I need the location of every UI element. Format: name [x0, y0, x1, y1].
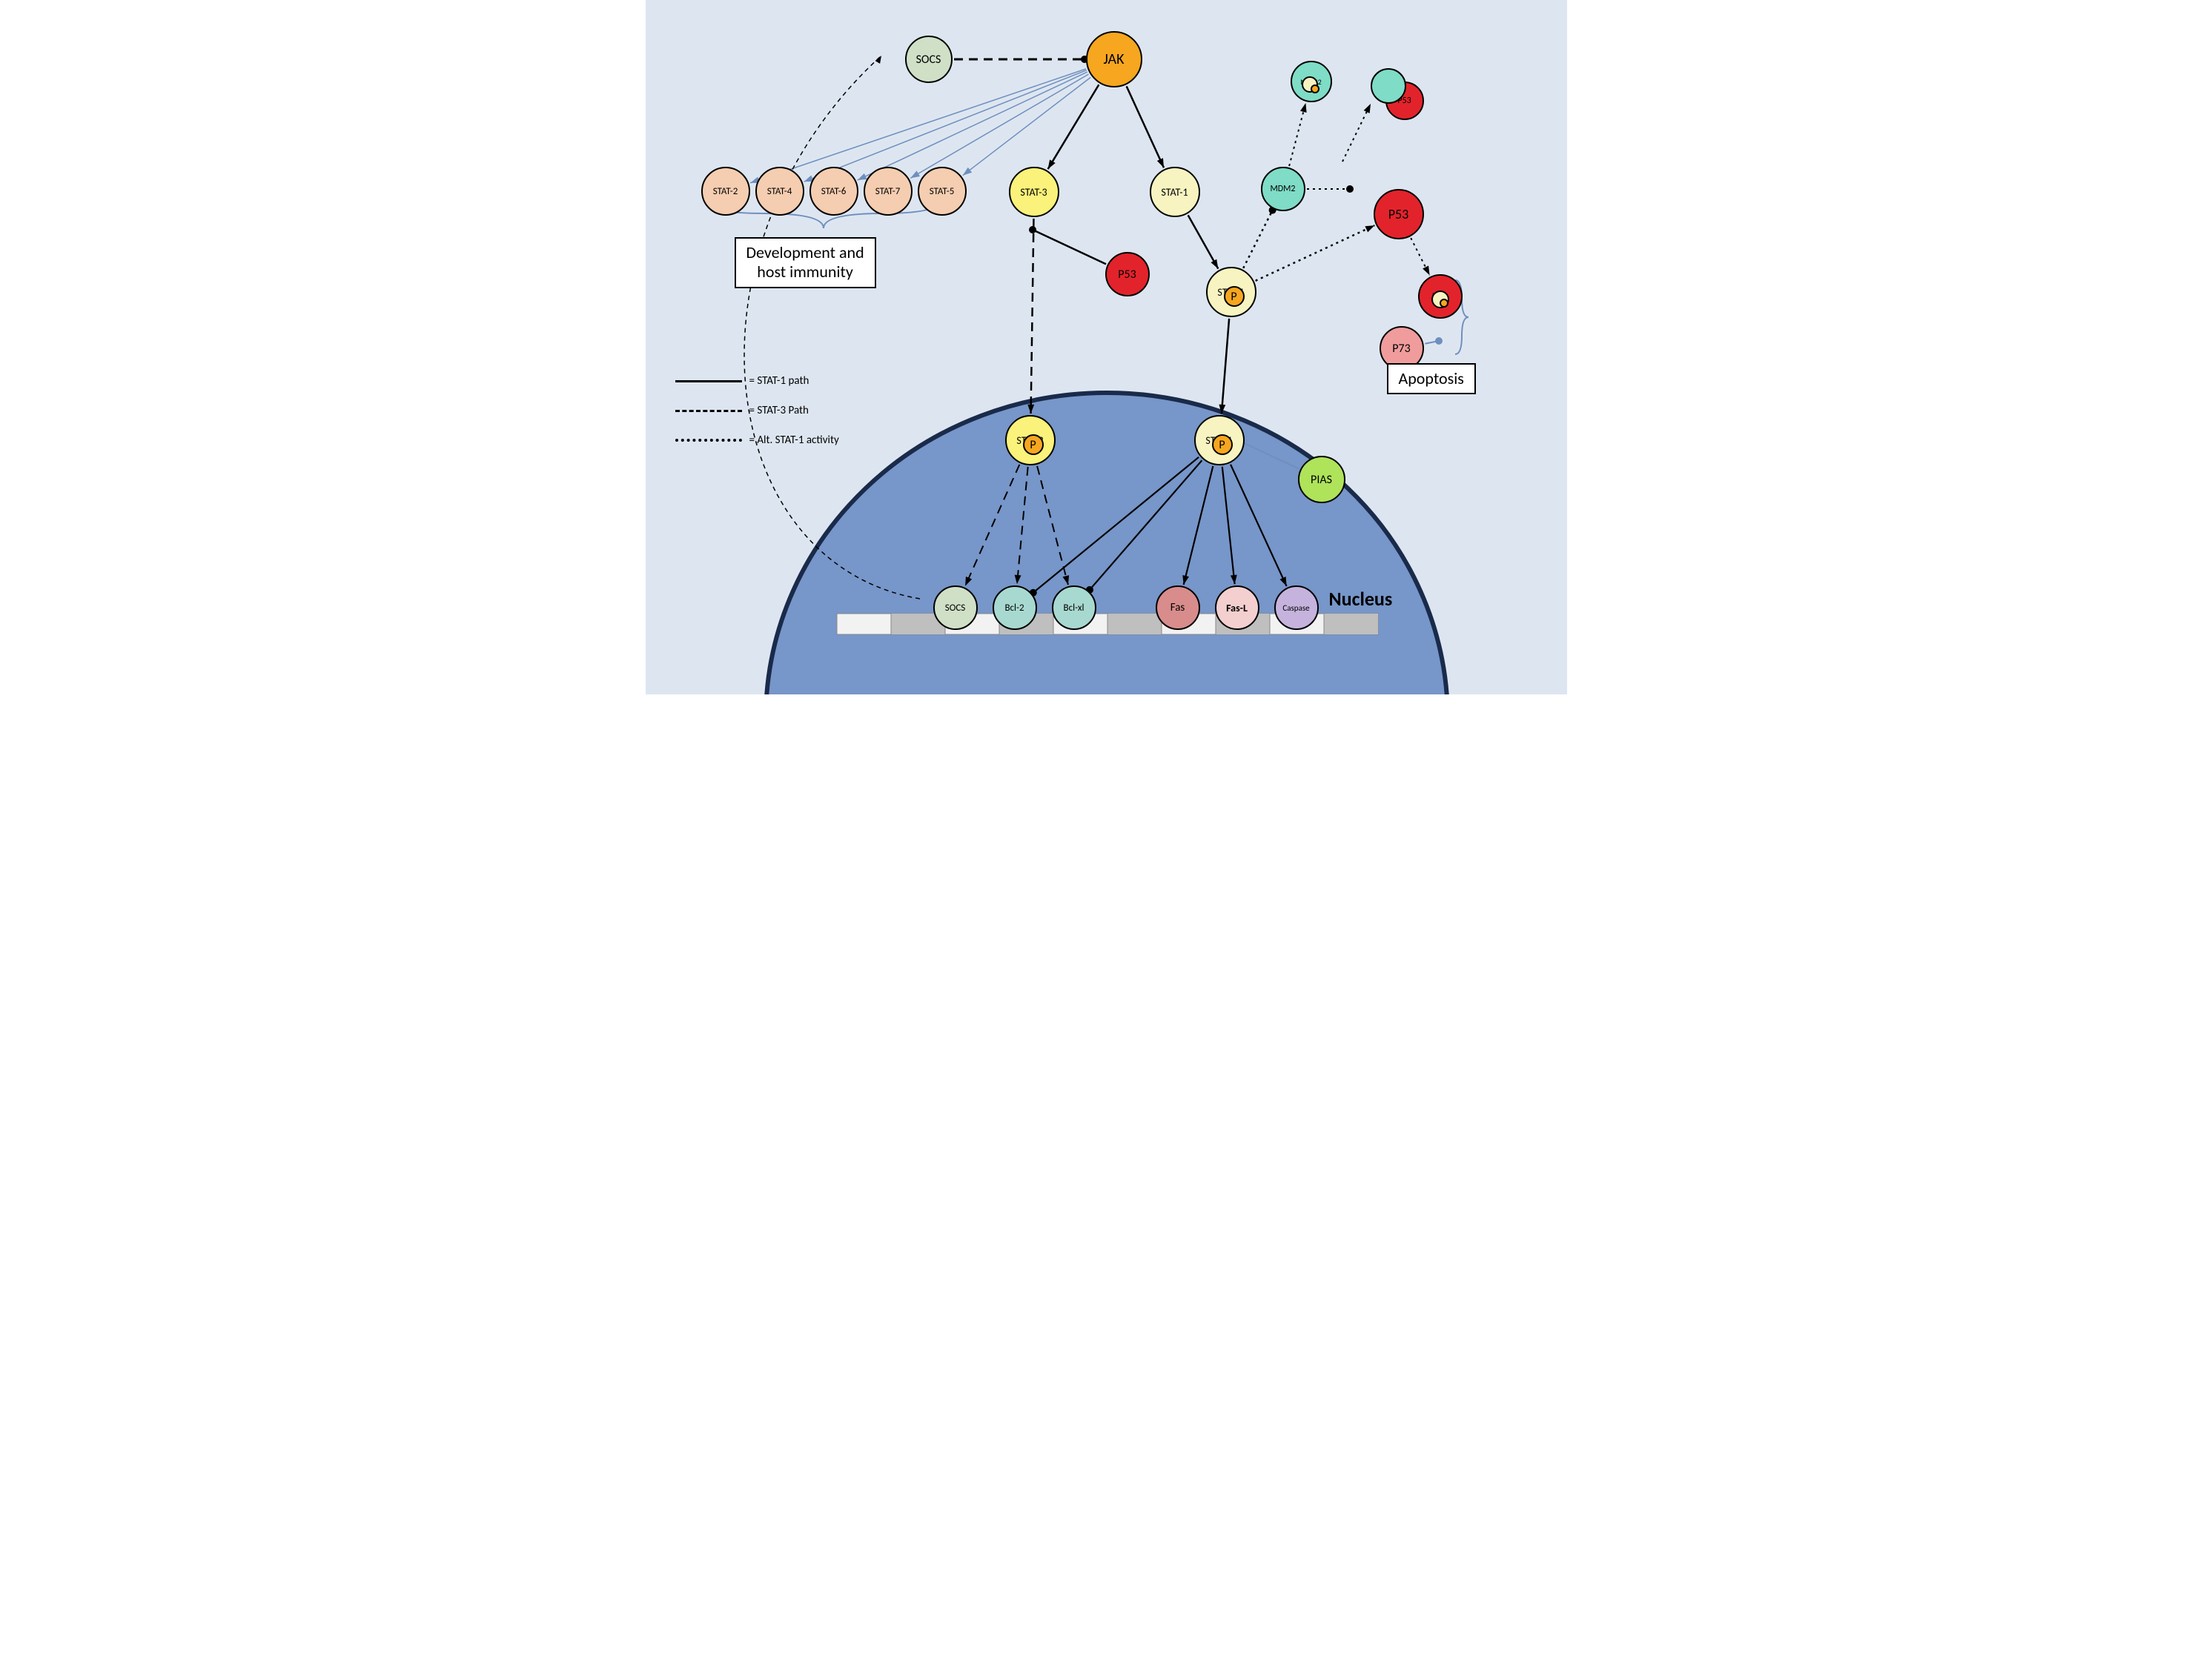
node-p53_top_c: [1371, 68, 1406, 104]
node-stat2: STAT-2: [701, 167, 750, 216]
node-stat4: STAT-4: [755, 167, 804, 216]
node-stat6: STAT-6: [809, 167, 858, 216]
label-apoptosis: Apoptosis: [1387, 363, 1476, 394]
node-bclxl: Bcl-xl: [1052, 585, 1096, 630]
legend-row: = Alt. STAT-1 activity: [675, 434, 839, 447]
legend-row: = STAT-3 Path: [675, 404, 839, 417]
node-bcl2: Bcl-2: [993, 585, 1037, 630]
node-socs_top: SOCS: [905, 36, 953, 83]
node-stat1: STAT-1: [1150, 167, 1200, 217]
node-mdm2: MDM2: [1261, 167, 1305, 211]
legend-row: = STAT-1 path: [675, 374, 839, 388]
node-p53_right: P53: [1374, 189, 1424, 239]
node-stat3_n_p: P: [1023, 434, 1044, 455]
svg-layer: [646, 0, 1567, 694]
node-fas: Fas: [1156, 585, 1200, 630]
node-jak: JAK: [1086, 31, 1142, 87]
node-stat1_p1_p: P: [1224, 286, 1245, 307]
node-stat3: STAT-3: [1009, 167, 1059, 217]
node-stat7: STAT-7: [864, 167, 913, 216]
node-mdm2_top_d: [1311, 84, 1319, 93]
node-pias: PIAS: [1298, 456, 1345, 503]
nucleus-label: Nucleus: [1329, 587, 1393, 611]
node-fasl: Fas-L: [1215, 585, 1259, 630]
node-p53_left: P53: [1105, 252, 1150, 296]
node-caspase: Caspase: [1274, 585, 1319, 630]
legend: = STAT-1 path = STAT-3 Path = Alt. STAT-1 …: [675, 374, 839, 463]
legend-label: = STAT-3 Path: [749, 404, 809, 417]
legend-label: = Alt. STAT-1 activity: [749, 434, 839, 447]
node-stat1_n_p: P: [1212, 434, 1233, 455]
legend-label: = STAT-1 path: [749, 374, 809, 388]
node-socs_n: SOCS: [933, 585, 978, 630]
node-p53_br_d: [1440, 299, 1448, 308]
node-stat5: STAT-5: [918, 167, 967, 216]
label-development-immunity: Development andhost immunity: [735, 237, 876, 288]
